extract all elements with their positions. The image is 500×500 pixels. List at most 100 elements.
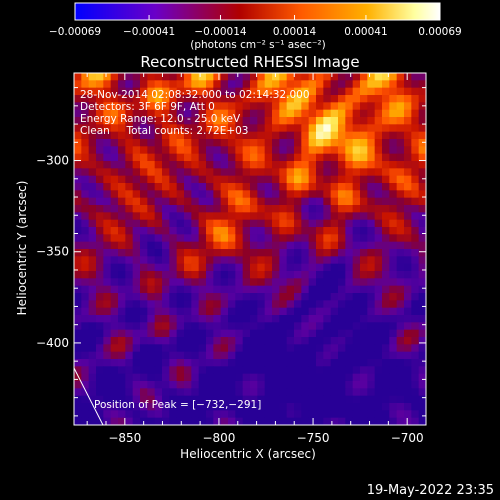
heatmap-cell bbox=[96, 403, 104, 411]
heatmap-cell bbox=[176, 131, 185, 140]
heatmap-cell bbox=[74, 146, 82, 155]
heatmap-cell bbox=[308, 219, 317, 228]
heatmap-cell bbox=[323, 241, 332, 250]
heatmap-cell bbox=[367, 417, 376, 425]
heatmap-cell bbox=[198, 337, 207, 345]
heatmap-cell bbox=[184, 161, 192, 169]
heatmap-cell bbox=[360, 73, 368, 81]
heatmap-cell bbox=[294, 300, 302, 309]
heatmap-cell bbox=[220, 197, 229, 206]
heatmap-cell bbox=[220, 102, 229, 111]
heatmap-cell bbox=[81, 381, 90, 389]
heatmap-cell bbox=[338, 102, 346, 111]
heatmap-cell bbox=[206, 109, 214, 118]
heatmap-cell bbox=[228, 227, 236, 235]
heatmap-cell bbox=[396, 227, 405, 235]
heatmap-cell bbox=[323, 153, 332, 162]
heatmap-cell bbox=[132, 344, 141, 353]
heatmap-cell bbox=[250, 80, 258, 89]
heatmap-cell bbox=[242, 395, 251, 404]
heatmap-cell bbox=[96, 117, 104, 125]
heatmap-cell bbox=[382, 359, 390, 367]
heatmap-cell bbox=[389, 205, 398, 213]
heatmap-cell bbox=[308, 293, 317, 301]
heatmap-cell bbox=[140, 80, 148, 89]
heatmap-cell bbox=[257, 168, 266, 177]
heatmap-cell bbox=[198, 131, 207, 140]
heatmap-cell bbox=[330, 219, 339, 228]
heatmap-cell bbox=[103, 322, 112, 331]
heatmap-cell bbox=[103, 73, 112, 81]
heatmap-cell bbox=[213, 271, 222, 279]
heatmap-cell bbox=[345, 109, 354, 118]
heatmap-cell bbox=[169, 241, 178, 250]
heatmap-cell bbox=[301, 139, 310, 147]
heatmap-cell bbox=[198, 263, 207, 272]
heatmap-cell bbox=[301, 183, 310, 191]
heatmap-cell bbox=[294, 403, 302, 411]
heatmap-cell bbox=[213, 109, 222, 118]
heatmap-cell bbox=[147, 153, 156, 162]
heatmap-cell bbox=[220, 95, 229, 103]
heatmap-cell bbox=[382, 417, 390, 425]
heatmap-cell bbox=[96, 212, 104, 221]
heatmap-cell bbox=[279, 263, 288, 272]
heatmap-cell bbox=[110, 300, 119, 309]
heatmap-cell bbox=[352, 212, 361, 221]
heatmap-cell bbox=[228, 102, 236, 111]
heatmap-cell bbox=[242, 366, 251, 375]
heatmap-cell bbox=[162, 256, 170, 265]
heatmap-cell bbox=[235, 417, 244, 425]
heatmap-cell bbox=[301, 73, 310, 81]
heatmap-cell bbox=[228, 80, 236, 89]
heatmap-cell bbox=[345, 146, 354, 155]
heatmap-cell bbox=[272, 271, 280, 279]
heatmap-cell bbox=[132, 366, 141, 375]
heatmap-cell bbox=[220, 87, 229, 96]
heatmap-cell bbox=[74, 109, 82, 118]
heatmap-cell bbox=[316, 117, 324, 125]
heatmap-cell bbox=[118, 410, 126, 419]
heatmap-cell bbox=[250, 366, 258, 375]
heatmap-cell bbox=[272, 234, 280, 243]
heatmap-cell bbox=[382, 395, 390, 404]
heatmap-cell bbox=[228, 373, 236, 382]
heatmap-cell bbox=[374, 168, 383, 177]
heatmap-cell bbox=[374, 183, 383, 191]
heatmap-cell bbox=[257, 337, 266, 345]
heatmap-cell bbox=[374, 175, 383, 184]
heatmap-cell bbox=[103, 307, 112, 316]
heatmap-cell bbox=[294, 285, 302, 294]
heatmap-cell bbox=[294, 219, 302, 228]
heatmap-cell bbox=[96, 322, 104, 331]
heatmap-cell bbox=[110, 307, 119, 316]
heatmap-cell bbox=[418, 263, 426, 272]
heatmap-cell bbox=[220, 417, 229, 425]
heatmap-cell bbox=[81, 95, 90, 103]
heatmap-cell bbox=[286, 95, 295, 103]
heatmap-cell bbox=[338, 381, 346, 389]
heatmap-cell bbox=[74, 80, 82, 89]
heatmap-cell bbox=[132, 285, 141, 294]
heatmap-cell bbox=[382, 285, 390, 294]
heatmap-cell bbox=[125, 366, 134, 375]
heatmap-cell bbox=[125, 190, 134, 199]
heatmap-cell bbox=[184, 73, 192, 81]
heatmap-cell bbox=[308, 153, 317, 162]
heatmap-cell bbox=[184, 329, 192, 338]
heatmap-cell bbox=[382, 300, 390, 309]
heatmap-cell bbox=[360, 139, 368, 147]
heatmap-cell bbox=[242, 403, 251, 411]
heatmap-cell bbox=[118, 168, 126, 177]
heatmap-cell bbox=[286, 219, 295, 228]
heatmap-cell bbox=[345, 205, 354, 213]
heatmap-cell bbox=[125, 373, 134, 382]
heatmap-cell bbox=[191, 197, 200, 206]
heatmap-cell bbox=[154, 109, 163, 118]
heatmap-cell bbox=[345, 329, 354, 338]
heatmap-cell bbox=[154, 285, 163, 294]
heatmap-cell bbox=[308, 395, 317, 404]
heatmap-cell bbox=[301, 190, 310, 199]
heatmap-cell bbox=[411, 146, 420, 155]
heatmap-cell bbox=[345, 80, 354, 89]
